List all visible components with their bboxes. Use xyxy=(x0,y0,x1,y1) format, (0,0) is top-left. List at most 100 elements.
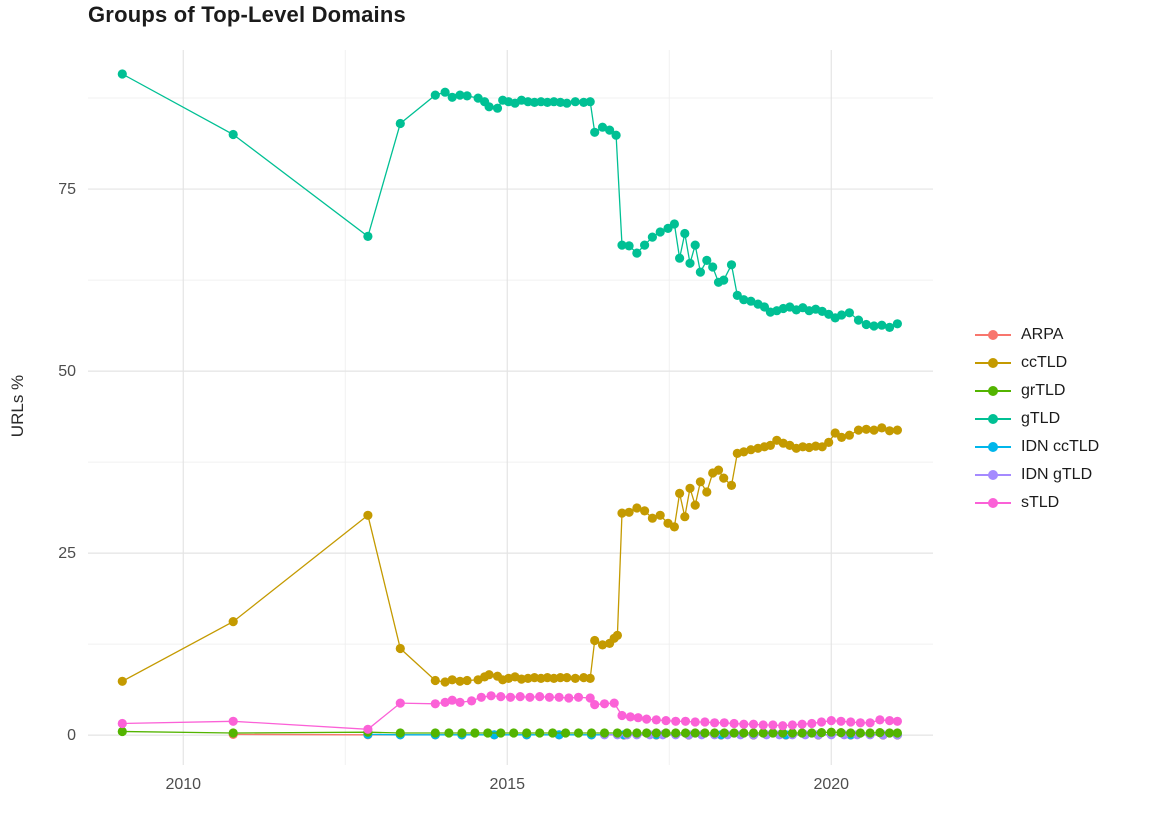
data-point-gTLD xyxy=(492,103,503,113)
data-point-sTLD xyxy=(117,718,127,729)
y-tick-label: 50 xyxy=(58,363,76,380)
data-point-sTLD xyxy=(633,713,643,723)
data-point-grTLD xyxy=(509,728,519,738)
chart-title: Groups of Top-Level Domains xyxy=(88,2,406,27)
data-point-grTLD xyxy=(826,727,836,737)
data-point-ccTLD xyxy=(228,617,238,627)
data-point-gTLD xyxy=(739,295,749,305)
y-tick-label: 75 xyxy=(58,181,76,198)
y-tick-label: 25 xyxy=(58,545,76,562)
legend-item-stld: sTLD xyxy=(975,489,1099,517)
data-point-sTLD xyxy=(885,716,895,726)
data-point-sTLD xyxy=(797,719,807,729)
data-point-sTLD xyxy=(642,714,652,724)
data-point-ccTLD xyxy=(695,477,706,487)
data-point-grTLD xyxy=(816,728,827,738)
data-point-ccTLD xyxy=(617,508,627,518)
legend-key-icon xyxy=(975,469,1011,481)
data-point-grTLD xyxy=(787,728,798,738)
data-point-gTLD xyxy=(590,127,600,137)
data-point-ccTLD xyxy=(455,676,465,686)
data-point-ccTLD xyxy=(680,512,690,522)
data-point-gTLD xyxy=(844,308,855,318)
data-point-ccTLD xyxy=(861,424,871,434)
data-point-ccTLD xyxy=(746,445,756,455)
legend-item-arpa: ARPA xyxy=(975,321,1099,349)
data-point-ccTLD xyxy=(590,635,600,646)
data-point-grTLD xyxy=(632,728,642,738)
data-point-gTLD xyxy=(885,322,895,332)
data-point-ccTLD xyxy=(632,503,642,513)
data-point-ccTLD xyxy=(117,676,127,686)
data-point-grTLD xyxy=(496,728,506,738)
data-point-grTLD xyxy=(561,728,571,738)
legend-item-label: gTLD xyxy=(1021,410,1061,427)
data-point-gTLD xyxy=(430,90,440,100)
data-point-ccTLD xyxy=(430,675,440,686)
data-point-ccTLD xyxy=(640,506,650,516)
data-point-gTLD xyxy=(726,260,737,270)
data-point-gTLD xyxy=(695,267,706,277)
data-point-grTLD xyxy=(846,728,856,738)
data-point-ccTLD xyxy=(484,670,494,680)
data-point-grTLD xyxy=(885,728,895,738)
data-point-sTLD xyxy=(836,716,846,726)
data-point-gTLD xyxy=(395,118,405,129)
legend-key-icon xyxy=(975,413,1011,425)
legend-item-label: sTLD xyxy=(1021,494,1060,511)
data-point-ccTLD xyxy=(447,675,457,685)
data-point-ccTLD xyxy=(702,487,712,497)
data-point-sTLD xyxy=(486,691,496,701)
data-point-grTLD xyxy=(535,728,545,738)
legend-item-label: IDN ccTLD xyxy=(1021,438,1100,455)
data-point-sTLD xyxy=(739,719,749,729)
data-point-gTLD xyxy=(663,223,673,233)
data-point-grTLD xyxy=(395,728,405,738)
data-point-gTLD xyxy=(440,87,450,97)
data-point-sTLD xyxy=(505,692,516,702)
data-point-gTLD xyxy=(605,125,615,135)
series-line-gTLD xyxy=(121,73,898,329)
data-point-sTLD xyxy=(617,710,627,721)
data-point-gTLD xyxy=(640,240,650,250)
data-point-sTLD xyxy=(573,692,584,702)
data-point-grTLD xyxy=(671,728,681,738)
data-point-gTLD xyxy=(669,219,680,229)
data-point-ccTLD xyxy=(719,473,729,483)
data-point-grTLD xyxy=(651,728,661,738)
data-point-ccTLD xyxy=(555,673,566,683)
data-point-ccTLD xyxy=(570,673,580,684)
data-point-sTLD xyxy=(748,719,759,729)
data-point-sTLD xyxy=(564,693,574,703)
data-point-sTLD xyxy=(599,699,610,709)
legend-item-label: ccTLD xyxy=(1021,354,1068,371)
data-point-sTLD xyxy=(651,715,661,725)
data-point-grTLD xyxy=(729,728,739,738)
data-point-gTLD xyxy=(869,321,879,331)
data-point-gTLD xyxy=(597,122,608,132)
data-point-gTLD xyxy=(746,296,756,306)
data-point-grTLD xyxy=(855,728,866,738)
data-point-grTLD xyxy=(548,728,558,738)
data-point-ccTLD xyxy=(612,630,623,641)
legend-key-icon xyxy=(975,497,1011,509)
data-point-sTLD xyxy=(807,718,817,729)
data-point-ccTLD xyxy=(647,513,658,523)
x-tick-label: 2015 xyxy=(489,776,525,793)
data-point-grTLD xyxy=(758,728,768,738)
data-point-grTLD xyxy=(748,728,759,738)
data-point-gTLD xyxy=(632,248,642,258)
data-point-sTLD xyxy=(778,721,788,731)
data-point-gTLD xyxy=(708,262,718,272)
data-point-ccTLD xyxy=(726,480,737,490)
data-point-sTLD xyxy=(719,718,729,728)
legend-key-icon xyxy=(975,357,1011,369)
data-point-sTLD xyxy=(590,700,600,710)
legend: ARPA ccTLD grTLD gTLD IDN ccTLD IDN gTLD sTLD xyxy=(975,321,1099,517)
data-point-ccTLD xyxy=(685,483,695,493)
data-point-grTLD xyxy=(522,728,532,738)
data-point-gTLD xyxy=(363,231,373,241)
data-point-ccTLD xyxy=(690,500,700,510)
data-point-grTLD xyxy=(680,728,691,738)
